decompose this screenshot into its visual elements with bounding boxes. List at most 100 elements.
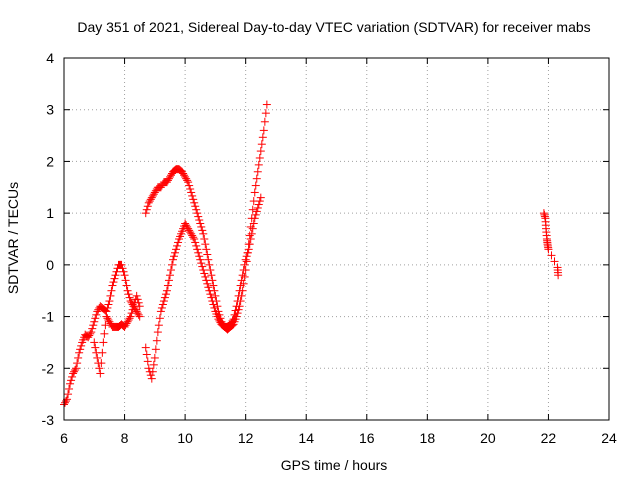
data-point-track-c	[209, 281, 218, 290]
data-point-track-d	[253, 203, 262, 212]
data-point-track-a	[69, 369, 78, 378]
data-point-track-d	[190, 235, 199, 243]
data-point-track-c	[261, 109, 270, 118]
data-point-track-d	[153, 328, 162, 337]
data-point-track-a	[122, 281, 131, 290]
y-tick-label: 0	[46, 257, 54, 273]
data-point-track-d	[209, 300, 218, 309]
data-point-track-d	[193, 245, 202, 254]
data-point-track-a	[75, 348, 84, 357]
data-point-track-d	[206, 290, 215, 299]
data-point-track-b	[97, 359, 106, 368]
y-tick-label: 3	[46, 102, 54, 118]
data-point-track-e	[554, 271, 563, 280]
data-point-track-c	[146, 195, 155, 204]
data-point-track-b	[102, 312, 111, 321]
x-tick-label: 10	[177, 430, 193, 446]
data-point-track-d	[233, 297, 242, 306]
data-point-track-a	[108, 281, 117, 290]
data-point-track-c	[245, 231, 254, 240]
data-point-track-a	[111, 271, 120, 280]
data-point-track-b	[105, 317, 114, 326]
data-point-track-a	[65, 384, 74, 393]
data-point-track-b	[90, 338, 99, 347]
data-point-track-d	[201, 272, 210, 281]
data-point-track-c	[255, 153, 264, 162]
y-tick-label: 2	[46, 153, 54, 169]
data-point-track-c	[198, 226, 207, 235]
data-point-track-d	[191, 238, 200, 247]
data-point-track-c	[257, 140, 266, 149]
data-point-track-d	[184, 224, 193, 233]
data-point-track-d	[187, 229, 196, 238]
data-point-track-b	[127, 309, 136, 318]
data-point-track-c	[181, 172, 190, 181]
data-point-track-d	[239, 266, 248, 275]
y-tick-label: 1	[46, 205, 54, 221]
data-point-track-a	[89, 321, 98, 330]
data-point-track-d	[156, 307, 165, 316]
data-point-track-d	[162, 286, 171, 295]
data-point-track-d	[194, 248, 203, 257]
data-point-track-d	[159, 297, 168, 306]
data-point-track-c	[191, 202, 200, 211]
data-point-track-c	[250, 188, 259, 197]
data-point-track-b	[93, 353, 102, 362]
data-point-track-d	[163, 281, 172, 290]
data-point-track-b	[124, 316, 133, 325]
data-point-track-d	[203, 279, 212, 288]
data-point-track-c	[194, 212, 203, 221]
data-point-track-a	[103, 303, 112, 312]
data-point-track-a	[121, 276, 130, 285]
data-point-track-c	[162, 178, 171, 187]
data-point-track-c	[256, 147, 265, 156]
data-point-track-c	[166, 171, 175, 180]
data-point-track-a	[84, 333, 93, 342]
data-point-track-a	[119, 267, 128, 276]
data-point-track-c	[262, 100, 271, 109]
data-point-track-c	[253, 167, 262, 176]
data-point-track-b	[96, 369, 105, 378]
y-tick-label: 4	[46, 50, 54, 66]
grid-layer	[64, 58, 609, 420]
data-point-track-d	[243, 248, 252, 257]
data-point-track-c	[182, 174, 191, 183]
data-point-track-b	[122, 319, 131, 328]
data-point-track-d	[205, 286, 214, 295]
data-point-track-d	[226, 320, 235, 329]
data-point-track-a	[90, 317, 99, 326]
data-point-track-b	[100, 329, 109, 338]
data-point-track-d	[248, 224, 257, 233]
data-point-track-c	[258, 133, 267, 142]
data-point-track-b	[134, 298, 143, 307]
data-point-track-d	[151, 345, 160, 354]
data-point-track-b	[126, 312, 135, 321]
y-tick-label: -2	[42, 360, 55, 376]
data-point-track-a	[112, 267, 121, 276]
data-point-track-d	[166, 266, 175, 275]
data-point-track-b	[98, 348, 107, 357]
data-point-track-c	[184, 178, 193, 187]
data-point-track-d	[256, 193, 265, 202]
data-point-track-e	[544, 245, 553, 254]
data-point-track-d	[238, 271, 247, 280]
data-point-track-d	[240, 260, 249, 269]
data-point-track-a	[109, 278, 118, 287]
data-point-track-a	[134, 310, 143, 319]
x-tick-label: 8	[121, 430, 129, 446]
data-point-track-b	[128, 305, 137, 314]
data-point-track-d	[228, 316, 237, 325]
data-point-track-c	[192, 205, 201, 214]
data-point-track-a	[106, 291, 115, 300]
data-point-track-d	[185, 226, 194, 235]
data-point-track-a	[91, 314, 100, 323]
data-point-track-c	[164, 174, 173, 183]
data-point-track-e	[547, 251, 556, 260]
data-point-track-a	[61, 398, 70, 407]
data-point-track-d	[249, 219, 258, 228]
data-point-track-e	[539, 209, 548, 218]
data-point-track-d	[204, 283, 213, 292]
data-point-track-a	[126, 297, 135, 306]
